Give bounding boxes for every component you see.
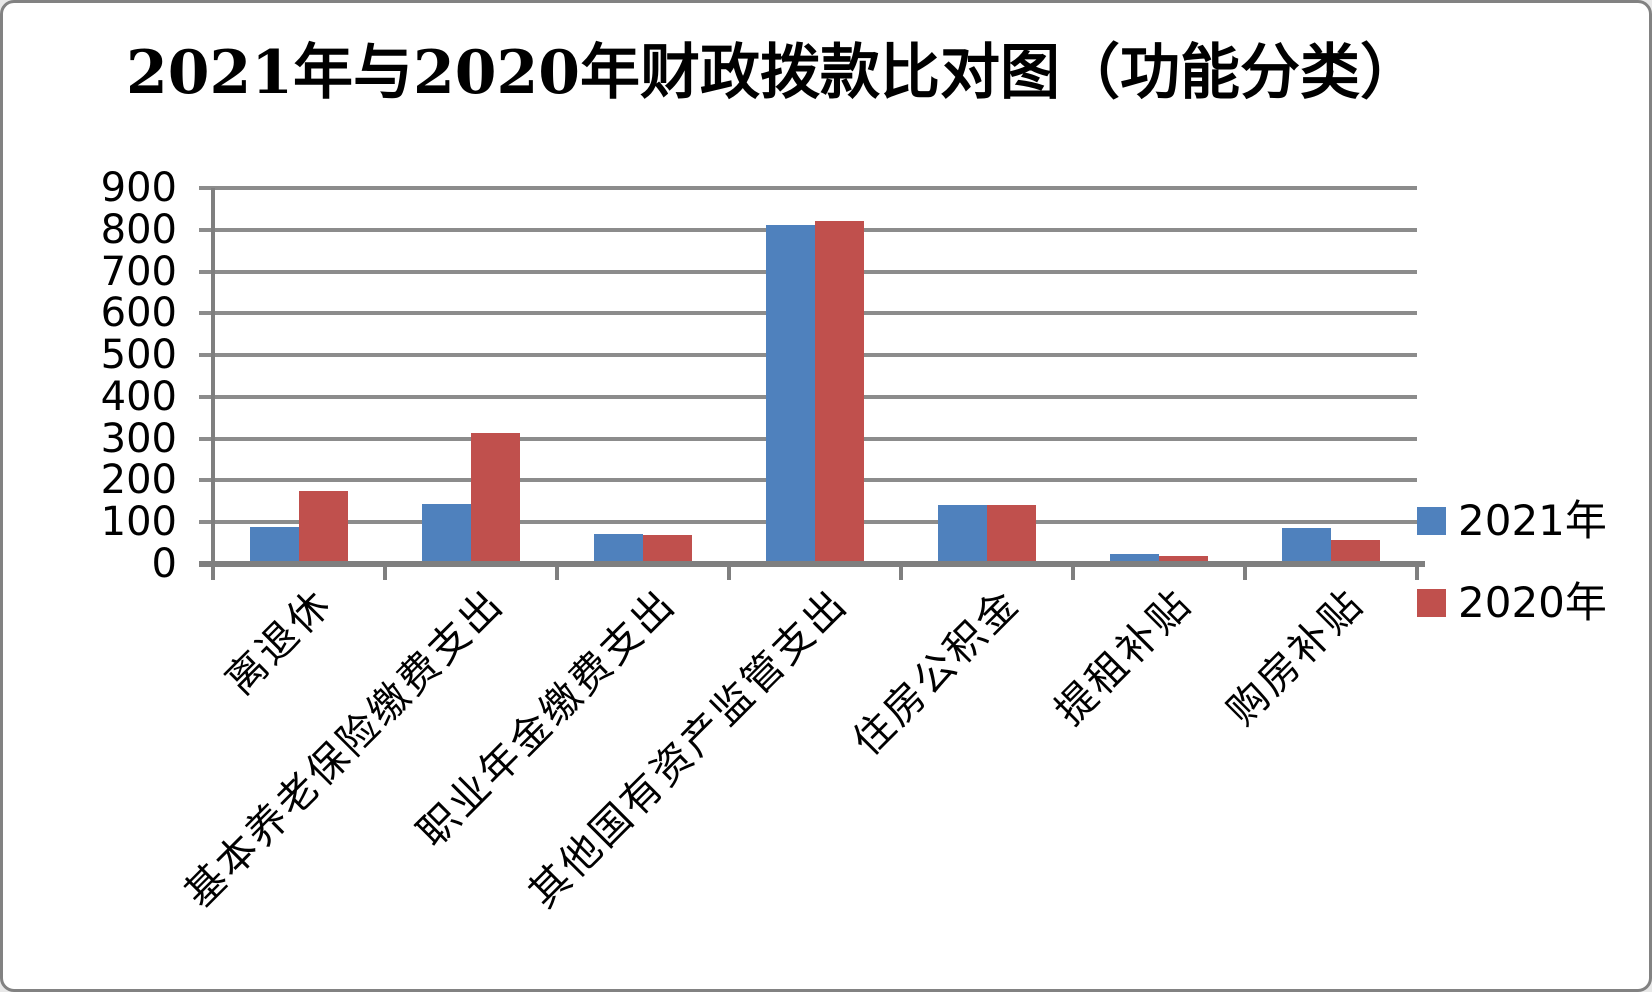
y-axis-tick-label: 300 — [100, 415, 177, 462]
x-axis-tick — [727, 564, 731, 580]
y-axis-tick-label: 0 — [151, 541, 177, 587]
bar-2021年-提租补贴 — [1110, 553, 1159, 564]
y-axis-line — [211, 188, 215, 580]
bar-2021年-购房补贴 — [1282, 528, 1331, 564]
x-axis-tick — [1071, 564, 1075, 580]
y-axis-tick-label: 900 — [100, 165, 177, 211]
x-axis-tick — [899, 564, 903, 580]
x-axis-tick — [1415, 564, 1419, 580]
y-axis-tick-label: 800 — [100, 206, 177, 253]
bar-2020年-离退休 — [299, 490, 348, 564]
legend-swatch-2020-icon — [1417, 589, 1446, 617]
legend-item-2020: 2020年 — [1417, 581, 1607, 625]
bar-2020年-职业年金缴费支出 — [643, 535, 692, 564]
x-axis-category-label: 其他国有资产监管支出 — [520, 580, 857, 917]
x-axis-tick — [1243, 564, 1247, 580]
x-axis-category-label: 基本养老保险缴费支出 — [176, 580, 513, 917]
legend-swatch-2021-icon — [1417, 507, 1446, 535]
y-axis-tick-label: 200 — [100, 457, 177, 504]
bar-2020年-提租补贴 — [1159, 555, 1208, 564]
bar-2020年-购房补贴 — [1331, 539, 1380, 564]
y-axis-tick-label: 400 — [100, 373, 177, 420]
x-axis-category-label: 住房公积金 — [844, 580, 1029, 765]
y-axis-tick-label: 500 — [100, 332, 177, 379]
bar-2021年-职业年金缴费支出 — [594, 534, 643, 564]
chart-title: 2021年与2020年财政拨款比对图（功能分类） — [126, 38, 1420, 108]
legend-label-2021: 2021年 — [1458, 496, 1607, 545]
y-axis-tick-label: 600 — [100, 290, 177, 337]
legend-label-2020: 2020年 — [1458, 578, 1607, 627]
x-axis-line — [199, 561, 1425, 567]
x-axis-category-label: 离退休 — [217, 580, 341, 705]
bar-2021年-基本养老保险缴费支出 — [422, 504, 471, 564]
x-axis-category-label: 购房补贴 — [1218, 580, 1373, 735]
x-axis-tick — [383, 564, 387, 580]
legend-item-2021: 2021年 — [1417, 499, 1607, 543]
bar-2021年-住房公积金 — [938, 505, 987, 564]
bar-2020年-住房公积金 — [987, 505, 1036, 564]
bar-2020年-基本养老保险缴费支出 — [471, 433, 520, 564]
bar-2020年-其他国有资产监管支出 — [815, 221, 864, 564]
y-axis-tick-label: 100 — [100, 499, 177, 546]
x-axis-tick — [555, 564, 559, 580]
bar-2021年-其他国有资产监管支出 — [766, 225, 815, 564]
bar-2021年-离退休 — [250, 527, 299, 564]
x-axis-category-label: 提租补贴 — [1046, 580, 1201, 735]
gridline-900 — [199, 186, 1417, 190]
y-axis-tick-label: 700 — [100, 248, 177, 295]
